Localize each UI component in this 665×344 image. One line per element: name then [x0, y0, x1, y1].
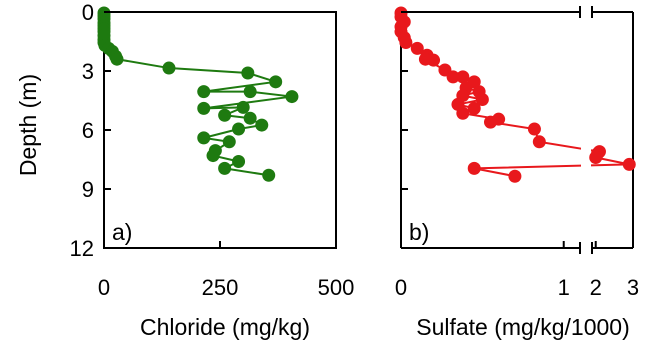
chloride-point	[162, 61, 176, 75]
y-axis-title-depth: Depth (m)	[15, 74, 41, 176]
chloride-point	[285, 90, 299, 104]
sulfate-point	[622, 157, 636, 171]
chloride-point	[232, 154, 246, 168]
sulfate-point	[410, 41, 424, 55]
chloride-point	[206, 149, 220, 163]
sulfate-point	[467, 161, 481, 175]
x-tick-label: 2	[590, 275, 602, 300]
x-tick-label: 0	[98, 275, 110, 300]
chloride-point	[236, 100, 250, 114]
panel-b-frame	[400, 6, 634, 254]
x-tick-label: 250	[202, 275, 239, 300]
y-tick-label: 9	[82, 177, 94, 202]
chloride-point	[197, 85, 211, 99]
x-axis-title-chloride: Chloride (mg/kg)	[140, 314, 310, 340]
chloride-point	[222, 135, 236, 149]
chloride-point	[232, 122, 246, 136]
chloride-point	[218, 161, 232, 175]
x-tick-label: 3	[627, 275, 639, 300]
x-axis-title-sulfate: Sulfate (mg/kg/1000)	[416, 314, 630, 340]
sulfate-point	[467, 101, 481, 115]
sulfate-point	[456, 70, 470, 84]
panel-a-label: a)	[112, 219, 132, 245]
axis-break-mask	[581, 20, 591, 240]
chloride-point	[262, 168, 276, 182]
y-tick-label: 3	[82, 59, 94, 84]
y-tick-label: 12	[70, 236, 94, 261]
sulfate-point	[589, 151, 603, 165]
chloride-point	[241, 66, 255, 80]
sulfate-point	[456, 106, 470, 120]
sulfate-point	[532, 135, 546, 149]
sulfate-series	[394, 6, 636, 240]
sulfate-point	[527, 122, 541, 136]
y-tick-label: 0	[82, 0, 94, 25]
chloride-point	[197, 131, 211, 145]
x-tick-label: 500	[318, 275, 355, 300]
panel-a-border	[103, 11, 337, 249]
sulfate-point	[508, 169, 522, 183]
sulfate-point	[399, 35, 413, 49]
x-tick-label: 0	[395, 275, 407, 300]
chloride-point	[269, 75, 283, 89]
chloride-point	[110, 52, 124, 66]
chloride-point	[218, 108, 232, 122]
chloride-series	[97, 6, 299, 182]
sulfate-point	[475, 93, 489, 107]
x-tick-label: 1	[558, 275, 570, 300]
panel-a-frame	[103, 11, 337, 249]
panel-b-label: b)	[409, 219, 429, 245]
chloride-point	[243, 111, 257, 125]
chloride-point	[243, 85, 257, 99]
chloride-point	[255, 118, 269, 132]
sulfate-point	[418, 52, 432, 66]
sulfate-point	[446, 70, 460, 84]
sulfate-point	[484, 115, 497, 129]
y-tick-label: 6	[82, 118, 94, 143]
chloride-point	[197, 101, 211, 115]
